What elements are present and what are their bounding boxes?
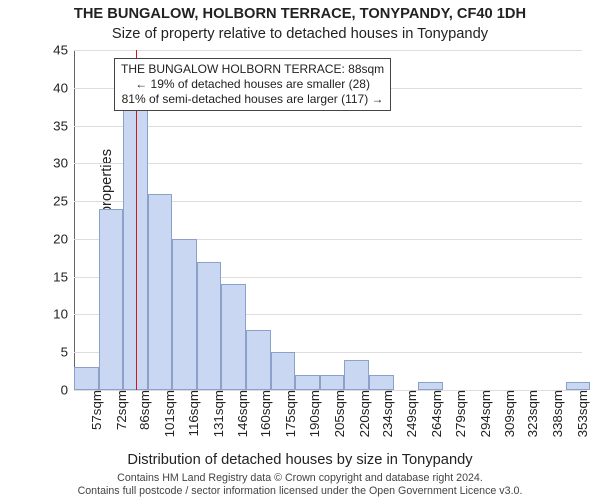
x-tick-label: 86sqm xyxy=(133,390,152,430)
histogram-bar xyxy=(99,209,124,390)
x-tick-label: 146sqm xyxy=(231,390,250,437)
histogram-bar xyxy=(246,330,271,390)
histogram-bar xyxy=(74,367,99,390)
histogram-chart: THE BUNGALOW, HOLBORN TERRACE, TONYPANDY… xyxy=(0,0,600,500)
x-tick-label: 234sqm xyxy=(376,390,395,437)
chart-title: THE BUNGALOW, HOLBORN TERRACE, TONYPANDY… xyxy=(0,6,600,22)
histogram-bar xyxy=(271,352,296,390)
annotation-line: ← 19% of detached houses are smaller (28… xyxy=(121,77,384,92)
y-tick-label: 45 xyxy=(53,43,74,58)
y-axis-line xyxy=(74,50,75,390)
x-tick-label: 175sqm xyxy=(279,390,298,437)
chart-subtitle: Size of property relative to detached ho… xyxy=(0,26,600,42)
histogram-bar xyxy=(172,239,197,390)
y-tick-label: 5 xyxy=(61,345,74,360)
histogram-bar xyxy=(197,262,222,390)
x-tick-label: 72sqm xyxy=(110,390,129,430)
x-tick-label: 190sqm xyxy=(303,390,322,437)
y-tick-label: 20 xyxy=(53,231,74,246)
x-tick-label: 116sqm xyxy=(182,390,201,436)
x-tick-label: 338sqm xyxy=(546,390,565,437)
chart-footer: Contains HM Land Registry data © Crown c… xyxy=(0,472,600,498)
histogram-bar xyxy=(148,194,173,390)
annotation-line: 81% of semi-detached houses are larger (… xyxy=(121,92,384,107)
y-tick-label: 30 xyxy=(53,156,74,171)
histogram-bar xyxy=(418,382,443,390)
histogram-bar xyxy=(295,375,320,390)
x-tick-label: 57sqm xyxy=(85,390,104,430)
x-tick-label: 309sqm xyxy=(498,390,517,437)
x-tick-label: 131sqm xyxy=(207,390,226,437)
y-tick-label: 35 xyxy=(53,118,74,133)
x-tick-label: 160sqm xyxy=(254,390,273,437)
y-tick-label: 0 xyxy=(61,383,74,398)
histogram-bar xyxy=(320,375,345,390)
histogram-bar xyxy=(221,284,246,390)
histogram-bar xyxy=(344,360,369,390)
x-tick-label: 353sqm xyxy=(571,390,590,437)
footer-line-2: Contains full postcode / sector informat… xyxy=(0,485,600,498)
x-tick-label: 220sqm xyxy=(353,390,372,437)
gridline xyxy=(74,163,582,164)
gridline xyxy=(74,50,582,51)
gridline xyxy=(74,126,582,127)
histogram-bar xyxy=(369,375,394,390)
histogram-bar xyxy=(566,382,591,390)
x-tick-label: 249sqm xyxy=(400,390,419,437)
x-axis-label: Distribution of detached houses by size … xyxy=(0,452,600,468)
y-tick-label: 10 xyxy=(53,307,74,322)
annotation-line: THE BUNGALOW HOLBORN TERRACE: 88sqm xyxy=(121,62,384,77)
y-tick-label: 25 xyxy=(53,194,74,209)
y-tick-label: 40 xyxy=(53,80,74,95)
x-tick-label: 294sqm xyxy=(474,390,493,437)
x-tick-label: 323sqm xyxy=(521,390,540,437)
annotation-box: THE BUNGALOW HOLBORN TERRACE: 88sqm← 19%… xyxy=(114,58,391,111)
y-tick-label: 15 xyxy=(53,269,74,284)
x-tick-label: 101sqm xyxy=(158,390,177,437)
x-tick-label: 205sqm xyxy=(328,390,347,437)
footer-line-1: Contains HM Land Registry data © Crown c… xyxy=(0,472,600,485)
x-tick-label: 279sqm xyxy=(449,390,468,437)
x-tick-label: 264sqm xyxy=(425,390,444,437)
